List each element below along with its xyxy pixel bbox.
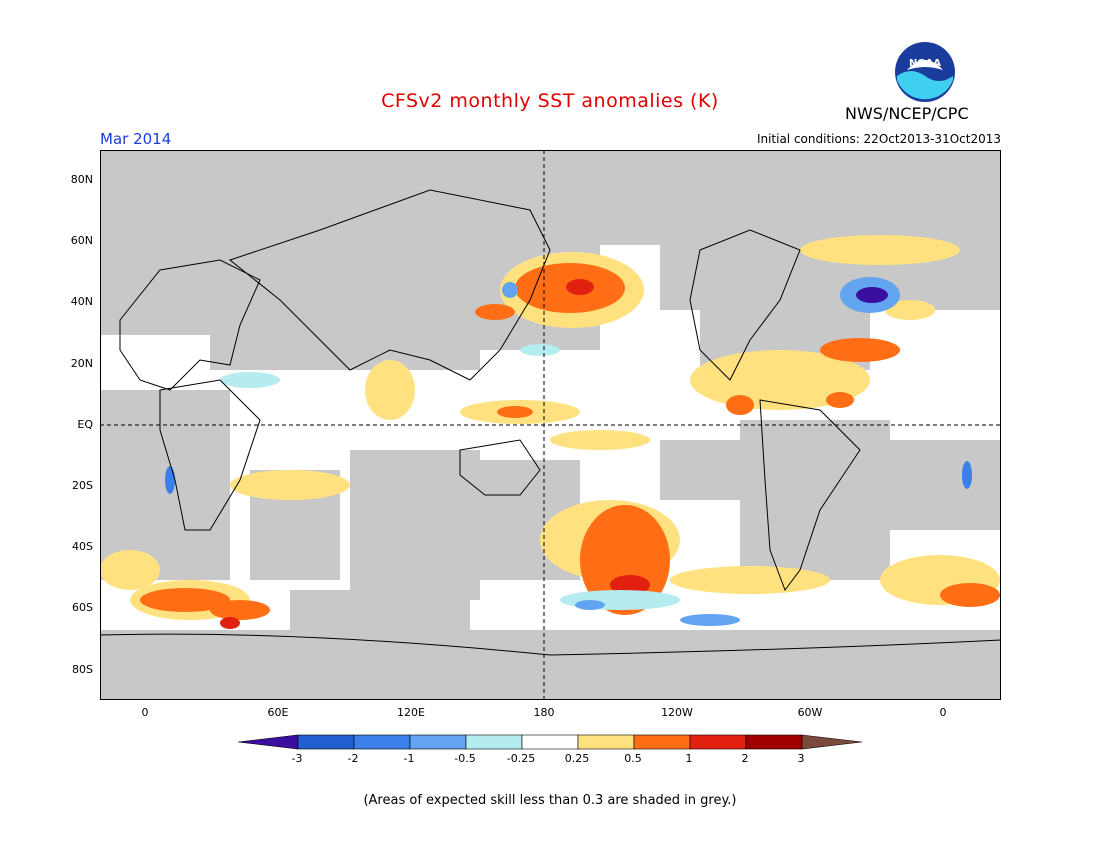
lon-label: 0: [939, 706, 947, 719]
coastlines: [100, 189, 1001, 656]
lon-label: 120E: [397, 706, 425, 719]
initial-conditions: Initial conditions: 22Oct2013-31Oct2013: [756, 132, 1001, 146]
lat-label: 40N: [70, 295, 93, 308]
colorbar-segment: [521, 734, 579, 750]
noaa-logo-text: NOAA: [909, 58, 941, 69]
colorbar-tick: 1: [685, 752, 693, 765]
skill-mask: [100, 150, 1001, 700]
colorbar-min-arrow: [238, 734, 299, 750]
colorbar: [238, 734, 863, 750]
colorbar-segment: [689, 734, 747, 750]
lon-label: 60E: [267, 706, 289, 719]
colorbar-tick: -0.25: [506, 752, 536, 765]
lon-label: 0: [141, 706, 149, 719]
colorbar-segment: [409, 734, 467, 750]
sst-anomaly-map: [100, 150, 1001, 700]
colorbar-tick: -0.5: [454, 752, 476, 765]
lat-label: 60N: [70, 234, 93, 247]
colorbar-tick: 0.25: [564, 752, 590, 765]
colorbar-tick: 3: [797, 752, 805, 765]
cold-anomalies: [165, 277, 972, 626]
colorbar-segment: [633, 734, 691, 750]
lat-label: 40S: [72, 540, 93, 553]
lat-label: EQ: [77, 418, 93, 431]
colorbar-segment: [353, 734, 411, 750]
lat-label: 20N: [70, 357, 93, 370]
colorbar-tick: 0.5: [624, 752, 642, 765]
colorbar-segment: [745, 734, 803, 750]
lon-label: 180: [533, 706, 555, 719]
lat-label: 80S: [72, 663, 93, 676]
colorbar-segment: [297, 734, 355, 750]
noaa-logo: NOAA: [895, 42, 955, 102]
warm-anomalies: [100, 235, 1000, 629]
colorbar-tick: 2: [741, 752, 749, 765]
skill-note: (Areas of expected skill less than 0.3 a…: [363, 793, 737, 808]
colorbar-tick: -1: [403, 752, 415, 765]
lat-label: 80N: [70, 173, 93, 186]
map-frame: [100, 150, 1001, 700]
colorbar-tick: -3: [291, 752, 303, 765]
colorbar-segment: [465, 734, 523, 750]
colorbar-tick: -2: [347, 752, 359, 765]
lon-label: 120W: [661, 706, 693, 719]
forecast-period: Mar 2014: [100, 130, 172, 148]
colorbar-max-arrow: [801, 734, 863, 750]
agency-label: NWS/NCEP/CPC: [845, 104, 969, 123]
lat-label: 60S: [72, 601, 93, 614]
map-title: CFSv2 monthly SST anomalies (K): [381, 90, 719, 112]
lat-label: 20S: [72, 479, 93, 492]
colorbar-segment: [577, 734, 635, 750]
lon-label: 60W: [797, 706, 823, 719]
